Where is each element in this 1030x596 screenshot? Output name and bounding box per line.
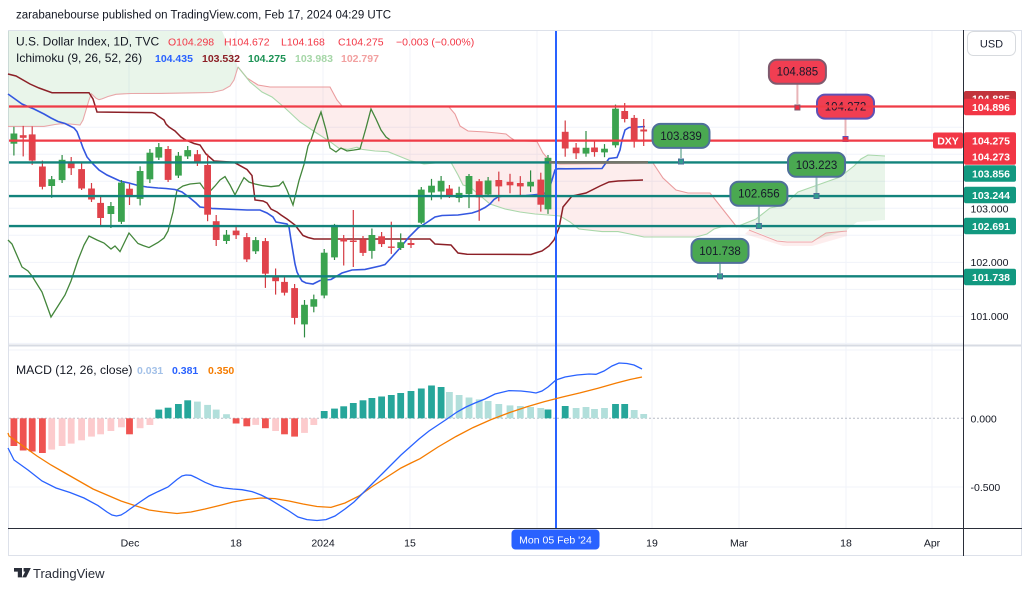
svg-text:104.435: 104.435: [155, 53, 193, 65]
svg-text:0.350: 0.350: [208, 365, 234, 377]
svg-text:103.839: 103.839: [660, 131, 702, 143]
svg-text:-0.500: -0.500: [971, 482, 1001, 494]
svg-text:H104.672: H104.672: [224, 37, 270, 49]
svg-text:101.738: 101.738: [699, 246, 741, 258]
svg-text:2024: 2024: [311, 538, 335, 550]
svg-text:102.691: 102.691: [972, 221, 1010, 233]
svg-text:102.000: 102.000: [971, 257, 1009, 269]
svg-text:U.S. Dollar Index, 1D, TVC: U.S. Dollar Index, 1D, TVC: [16, 35, 159, 49]
svg-text:103.000: 103.000: [971, 203, 1009, 215]
svg-text:104.275: 104.275: [248, 53, 286, 65]
svg-text:Dec: Dec: [121, 538, 140, 550]
svg-text:104.885: 104.885: [777, 67, 819, 79]
svg-text:TradingView: TradingView: [33, 566, 105, 581]
svg-text:104.275: 104.275: [972, 135, 1010, 147]
svg-text:101.738: 101.738: [972, 272, 1010, 284]
svg-text:104.896: 104.896: [972, 102, 1010, 114]
svg-text:zarabanebourse published on Tr: zarabanebourse published on TradingView.…: [16, 10, 391, 22]
svg-text:0.000: 0.000: [971, 413, 997, 425]
svg-text:19: 19: [646, 538, 658, 550]
svg-text:103.223: 103.223: [796, 160, 838, 172]
svg-text:DXY: DXY: [937, 135, 959, 147]
svg-text:USD: USD: [980, 39, 1003, 51]
svg-text:−0.003 (−0.00%): −0.003 (−0.00%): [396, 37, 474, 49]
svg-text:MACD (12, 26, close): MACD (12, 26, close): [16, 363, 133, 377]
svg-text:102.656: 102.656: [738, 189, 780, 201]
svg-text:Ichimoku (9, 26, 52, 26): Ichimoku (9, 26, 52, 26): [16, 51, 142, 65]
svg-text:104.273: 104.273: [972, 151, 1010, 163]
svg-text:L104.168: L104.168: [281, 37, 325, 49]
svg-text:Mon 05 Feb '24: Mon 05 Feb '24: [519, 535, 592, 547]
svg-text:102.797: 102.797: [341, 53, 379, 65]
svg-text:103.856: 103.856: [972, 168, 1010, 180]
svg-text:0.381: 0.381: [172, 365, 198, 377]
svg-text:103.983: 103.983: [295, 53, 333, 65]
svg-text:103.532: 103.532: [202, 53, 240, 65]
svg-text:C104.275: C104.275: [338, 37, 384, 49]
svg-text:Apr: Apr: [924, 538, 941, 550]
svg-text:18: 18: [840, 538, 852, 550]
svg-text:Mar: Mar: [730, 538, 749, 550]
svg-text:18: 18: [230, 538, 242, 550]
svg-text:0.031: 0.031: [137, 365, 163, 377]
svg-text:101.000: 101.000: [971, 311, 1009, 323]
svg-text:103.244: 103.244: [972, 190, 1010, 202]
svg-text:15: 15: [404, 538, 416, 550]
svg-text:O104.298: O104.298: [168, 37, 214, 49]
